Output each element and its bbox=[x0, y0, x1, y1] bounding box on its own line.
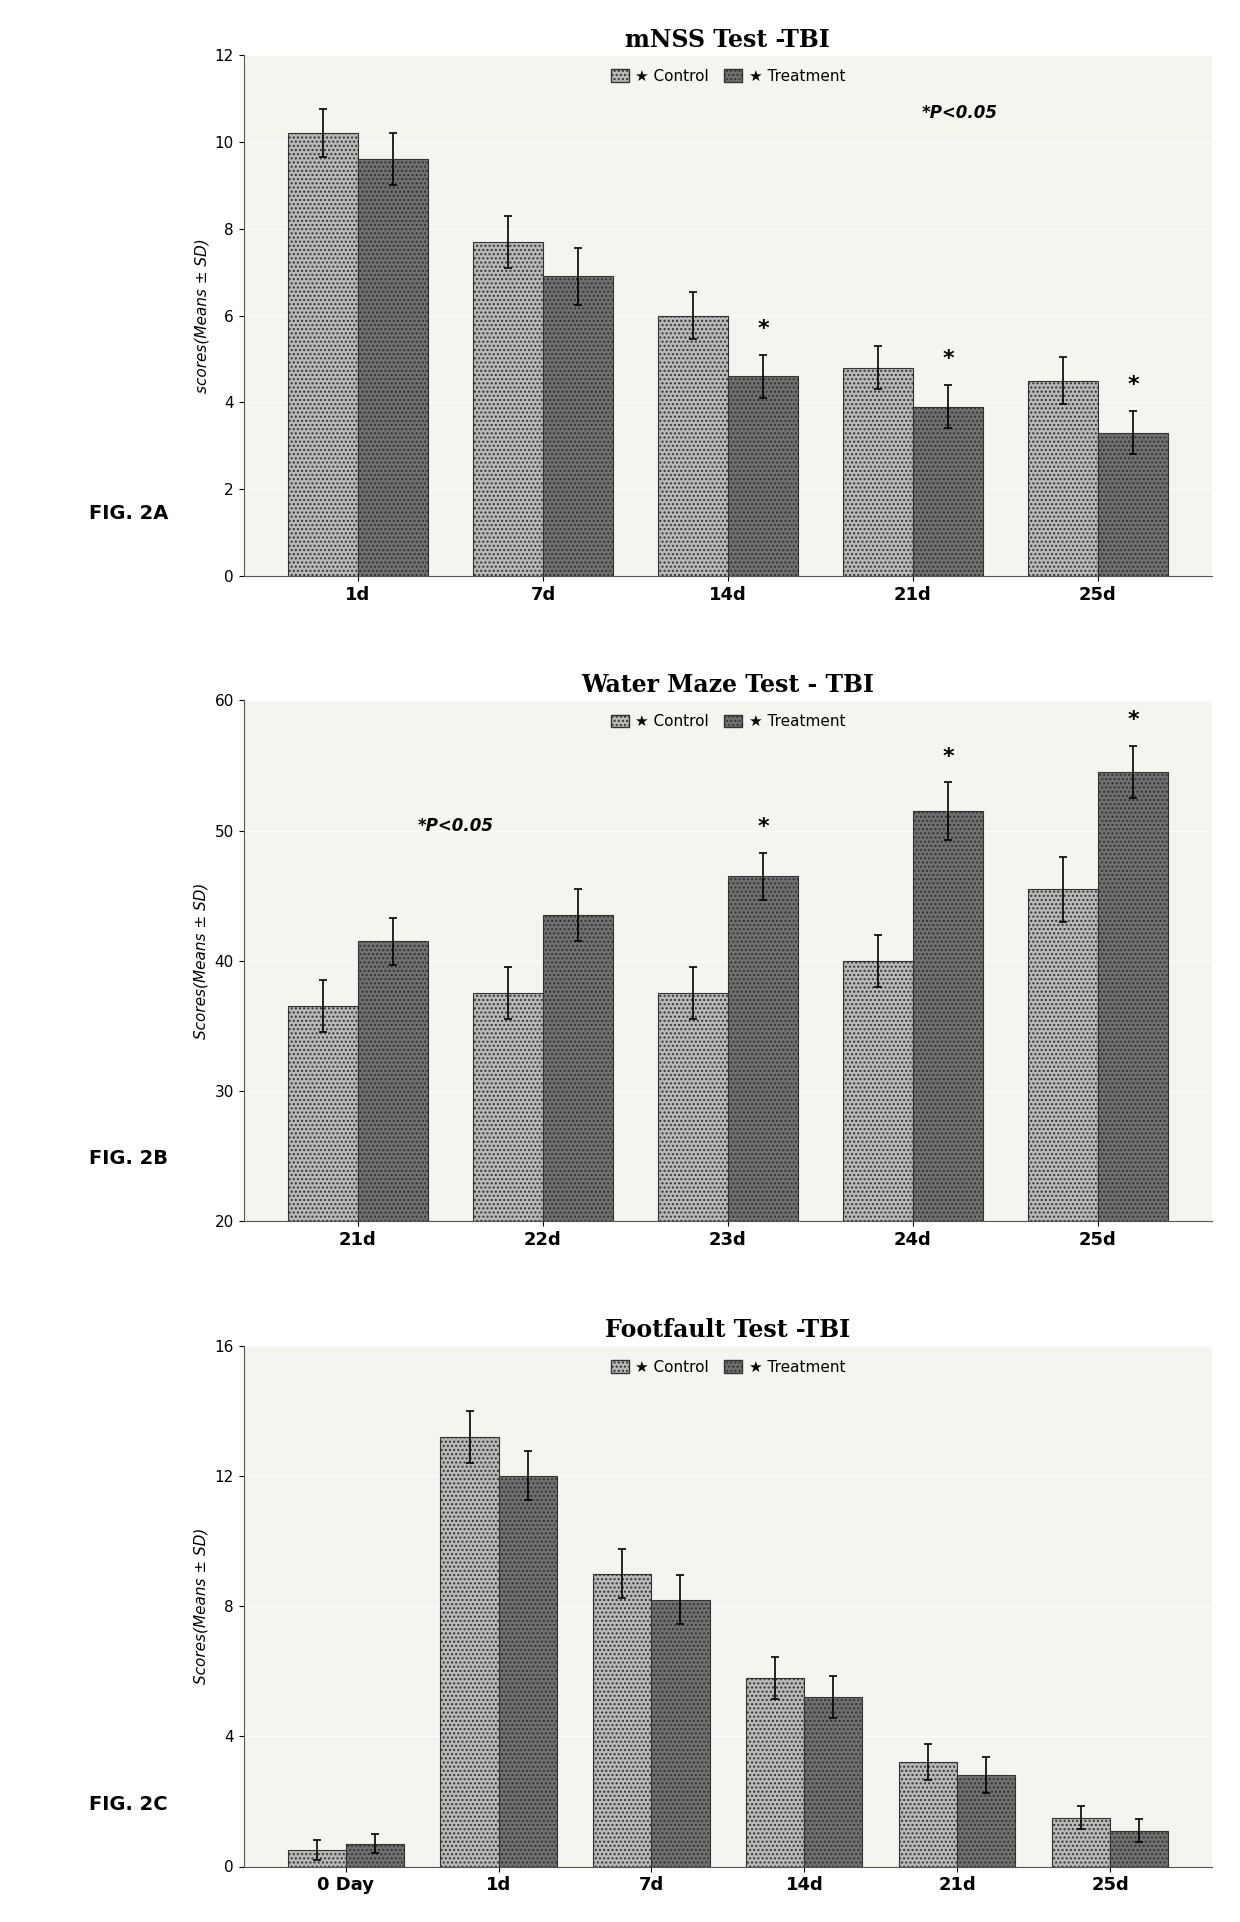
Title: mNSS Test -TBI: mNSS Test -TBI bbox=[625, 27, 831, 52]
Bar bbox=[805, 1697, 862, 1866]
Bar bbox=[657, 994, 728, 1482]
Bar bbox=[498, 1476, 557, 1866]
Bar bbox=[594, 1574, 651, 1866]
Bar bbox=[1097, 432, 1168, 577]
Bar bbox=[913, 407, 983, 577]
Text: *: * bbox=[942, 350, 954, 369]
Bar bbox=[746, 1678, 805, 1866]
Legend: ★ Control, ★ Treatment: ★ Control, ★ Treatment bbox=[605, 63, 851, 90]
Bar bbox=[358, 942, 428, 1482]
Bar bbox=[472, 994, 543, 1482]
Text: FIG. 2C: FIG. 2C bbox=[88, 1795, 167, 1814]
Bar bbox=[843, 961, 913, 1482]
Text: *P<0.05: *P<0.05 bbox=[921, 104, 998, 121]
Text: *: * bbox=[1127, 711, 1138, 730]
Bar bbox=[899, 1762, 957, 1866]
Text: FIG. 2B: FIG. 2B bbox=[88, 1149, 167, 1169]
Bar bbox=[913, 811, 983, 1482]
Bar bbox=[1097, 773, 1168, 1482]
Text: *P<0.05: *P<0.05 bbox=[418, 817, 494, 834]
Bar bbox=[1028, 890, 1097, 1482]
Bar bbox=[543, 277, 613, 577]
Text: *: * bbox=[1127, 375, 1138, 396]
Title: Footfault Test -TBI: Footfault Test -TBI bbox=[605, 1318, 851, 1342]
Bar bbox=[543, 915, 613, 1482]
Bar bbox=[288, 1851, 346, 1866]
Bar bbox=[440, 1438, 498, 1866]
Bar bbox=[728, 377, 799, 577]
Text: *: * bbox=[758, 817, 769, 838]
Bar bbox=[288, 133, 358, 577]
Title: Water Maze Test - TBI: Water Maze Test - TBI bbox=[582, 673, 874, 698]
Bar bbox=[1052, 1818, 1110, 1866]
Bar bbox=[651, 1599, 709, 1866]
Bar bbox=[288, 1007, 358, 1482]
Bar bbox=[1028, 381, 1097, 577]
Legend: ★ Control, ★ Treatment: ★ Control, ★ Treatment bbox=[605, 707, 851, 736]
Bar bbox=[358, 160, 428, 577]
Text: *: * bbox=[758, 319, 769, 338]
Legend: ★ Control, ★ Treatment: ★ Control, ★ Treatment bbox=[605, 1353, 851, 1380]
Bar bbox=[472, 242, 543, 577]
Bar bbox=[657, 315, 728, 577]
Y-axis label: Scores(Means ± SD): Scores(Means ± SD) bbox=[193, 882, 208, 1040]
Bar bbox=[843, 367, 913, 577]
Text: FIG. 2A: FIG. 2A bbox=[88, 504, 167, 523]
Bar bbox=[728, 876, 799, 1482]
Bar bbox=[1110, 1830, 1168, 1866]
Bar bbox=[957, 1776, 1016, 1866]
Text: *: * bbox=[942, 748, 954, 767]
Bar bbox=[346, 1843, 404, 1866]
Y-axis label: Scores(Means ± SD): Scores(Means ± SD) bbox=[193, 1528, 208, 1684]
Y-axis label: scores(Means ± SD): scores(Means ± SD) bbox=[193, 238, 210, 392]
